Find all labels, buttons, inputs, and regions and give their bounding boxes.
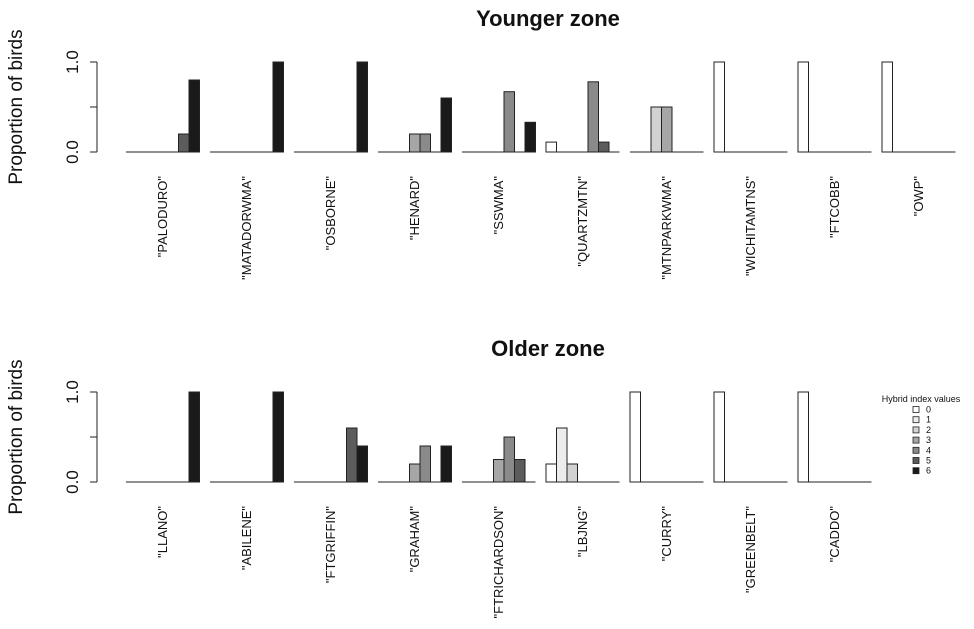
bar bbox=[545, 141, 557, 153]
bar bbox=[514, 459, 526, 483]
category-label: "OWP" bbox=[911, 176, 926, 217]
chart-title: Younger zone bbox=[476, 6, 620, 31]
legend-label: 3 bbox=[926, 435, 931, 445]
bar bbox=[493, 459, 505, 483]
bar bbox=[188, 391, 200, 483]
bar bbox=[598, 141, 610, 153]
bar bbox=[661, 106, 673, 153]
bar bbox=[713, 391, 725, 483]
legend-label: 2 bbox=[926, 425, 931, 435]
bar bbox=[272, 61, 284, 153]
legend-swatch bbox=[912, 406, 920, 413]
younger-zone-panel: Younger zone Proportion of birds 0.0 1.0 "PA… bbox=[6, 6, 956, 280]
category-label: "CURRY" bbox=[659, 506, 674, 562]
legend-label: 6 bbox=[926, 466, 931, 476]
legend-label: 4 bbox=[926, 445, 931, 455]
legend-swatch bbox=[912, 416, 920, 424]
bar bbox=[356, 445, 368, 483]
category-label: "ABILENE" bbox=[239, 506, 254, 571]
category-label: "LLANO" bbox=[155, 506, 170, 558]
category-label: "QUARTZMTN" bbox=[575, 176, 590, 267]
bar bbox=[556, 427, 568, 483]
category-label: "FTRICHARDSON" bbox=[491, 506, 506, 619]
legend-swatch bbox=[912, 426, 920, 434]
bar bbox=[797, 61, 809, 153]
bar bbox=[881, 61, 893, 153]
bar bbox=[272, 391, 284, 483]
legend-label: 5 bbox=[926, 456, 931, 466]
bar bbox=[440, 97, 452, 153]
category-label: "WICHITAMTNS" bbox=[743, 176, 758, 276]
category-label: "GREENBELT" bbox=[743, 506, 758, 593]
category-label: "MATADORWMA" bbox=[239, 176, 254, 280]
category-label: "LBJNG" bbox=[575, 506, 590, 558]
legend-swatch bbox=[912, 457, 920, 464]
bar bbox=[629, 391, 641, 483]
chart-title: Older zone bbox=[491, 336, 605, 361]
bar bbox=[650, 106, 662, 153]
older-zone-panel: Older zone Proportion of birds 0.0 1.0 "LLAN… bbox=[6, 336, 872, 619]
bar bbox=[409, 463, 421, 483]
legend-title: Hybrid index values bbox=[882, 394, 961, 404]
bar bbox=[346, 427, 358, 483]
y-axis-label: Proportion of birds bbox=[6, 359, 27, 514]
legend-swatch bbox=[912, 436, 920, 444]
category-label: "MTNPARKWMA" bbox=[659, 176, 674, 280]
category-label: "FTGRIFFIN" bbox=[323, 506, 338, 583]
category-label: "HENARD" bbox=[407, 176, 422, 241]
bar bbox=[440, 445, 452, 483]
y-axis-label: Proportion of birds bbox=[6, 29, 27, 184]
bar bbox=[503, 91, 515, 153]
bar bbox=[356, 61, 368, 153]
category-label: "SSWMA" bbox=[491, 176, 506, 235]
category-label: "GRAHAM" bbox=[407, 506, 422, 573]
y-tick-label: 1.0 bbox=[63, 380, 82, 404]
bar bbox=[419, 445, 431, 483]
bar bbox=[797, 391, 809, 483]
bar bbox=[409, 133, 421, 153]
bar bbox=[587, 81, 599, 153]
legend-label: 0 bbox=[926, 405, 931, 415]
legend-swatch bbox=[912, 467, 920, 475]
y-tick-label: 0.0 bbox=[63, 470, 82, 494]
bar bbox=[188, 79, 200, 153]
category-label: "PALODURO" bbox=[155, 176, 170, 258]
category-label: "FTCOBB" bbox=[827, 176, 842, 238]
bar bbox=[178, 133, 190, 153]
bar bbox=[503, 436, 515, 483]
category-label: "CADDO" bbox=[827, 506, 842, 563]
bar bbox=[524, 121, 536, 153]
y-tick-label: 1.0 bbox=[63, 50, 82, 74]
legend-label: 1 bbox=[926, 415, 931, 425]
y-tick-label: 0.0 bbox=[63, 140, 82, 164]
bar bbox=[545, 463, 557, 483]
bar bbox=[566, 463, 578, 483]
legend-swatch bbox=[912, 446, 920, 454]
bar bbox=[713, 61, 725, 153]
bar bbox=[419, 133, 431, 153]
category-label: "OSBORNE" bbox=[323, 176, 338, 251]
